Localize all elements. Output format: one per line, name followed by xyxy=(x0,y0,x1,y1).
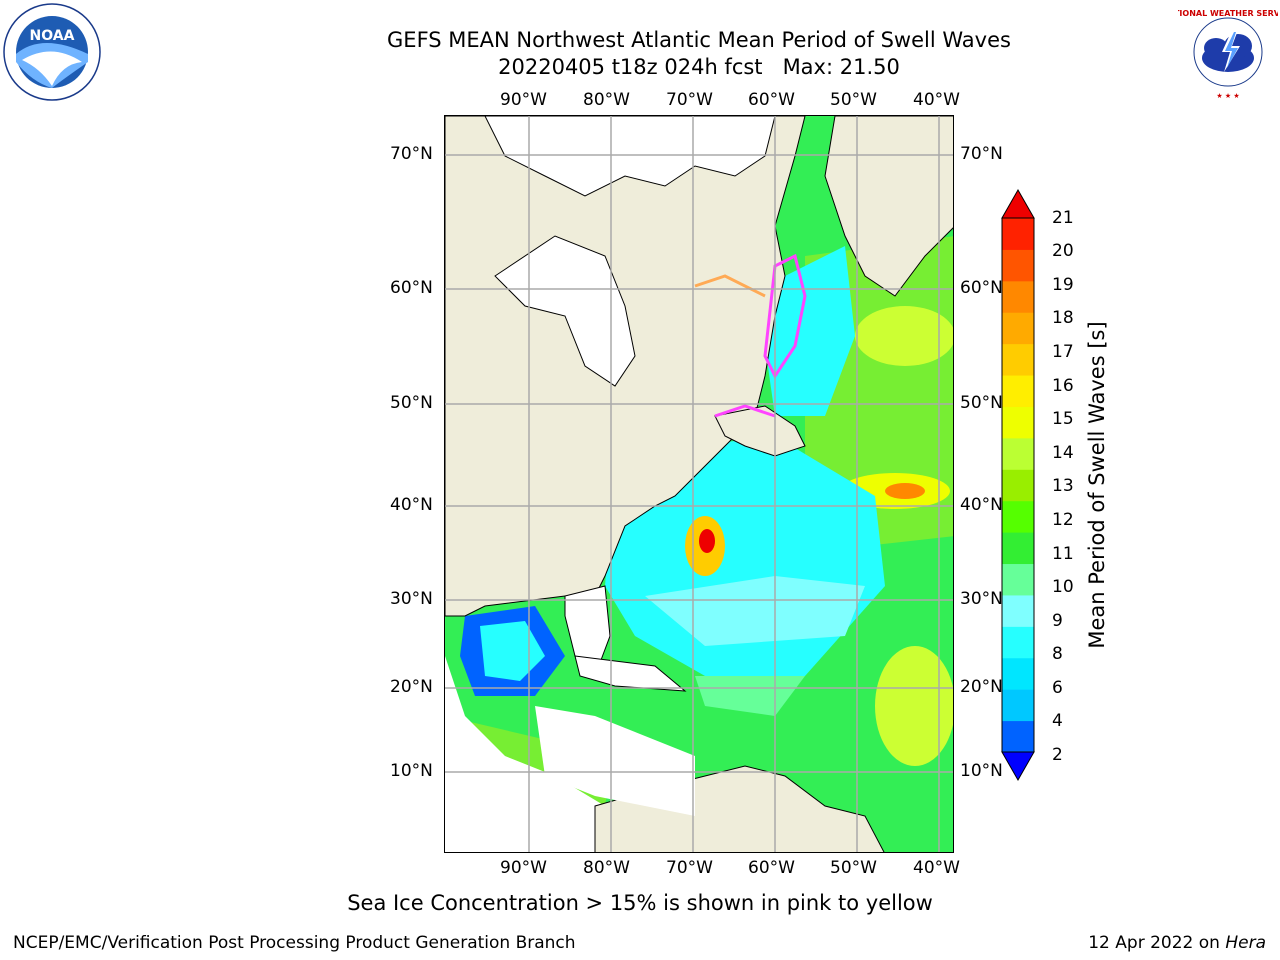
swell-field-central xyxy=(645,576,865,646)
colorbar-extend-max xyxy=(1001,188,1035,219)
colorbar-tick: 17 xyxy=(1052,342,1074,362)
lon-label-bottom: 80°W xyxy=(583,858,630,878)
colorbar-tick: 4 xyxy=(1052,711,1063,731)
colorbar-band xyxy=(1002,249,1034,282)
lon-label-bottom: 50°W xyxy=(830,858,877,878)
colorbar-tick: 10 xyxy=(1052,577,1074,597)
svg-text:★ ★ ★: ★ ★ ★ xyxy=(1216,92,1239,100)
footer-date: 12 Apr 2022 on Hera xyxy=(1088,933,1266,953)
colorbar-tick: 2 xyxy=(1052,745,1063,765)
sea-ice-edge xyxy=(763,253,807,379)
colorbar-tick: 18 xyxy=(1052,308,1074,328)
lon-label-bottom: 90°W xyxy=(500,858,547,878)
lon-label-top: 90°W xyxy=(500,90,547,110)
colorbar-band xyxy=(1002,689,1034,722)
lon-label-top: 50°W xyxy=(830,90,877,110)
colorbar-tick: 16 xyxy=(1052,376,1074,396)
colorbar-extend-min xyxy=(1001,751,1035,782)
colorbar-band xyxy=(1002,343,1034,376)
swell-patch xyxy=(699,529,715,553)
lat-label-left: 30°N xyxy=(390,589,433,609)
colorbar-band xyxy=(1002,563,1034,596)
colorbar-label: Mean Period of Swell Waves [s] xyxy=(1085,321,1109,648)
noaa-logo-text: NOAA xyxy=(30,28,75,44)
footer-credit: NCEP/EMC/Verification Post Processing Pr… xyxy=(13,933,576,953)
colorbar-tick: 11 xyxy=(1052,544,1074,564)
colorbar-band xyxy=(1002,375,1034,407)
lat-label-right: 70°N xyxy=(960,144,1003,164)
lat-label-left: 10°N xyxy=(390,761,433,781)
lat-label-left: 20°N xyxy=(390,677,433,697)
colorbar-tick: 15 xyxy=(1052,409,1074,429)
nws-logo-text: NATIONAL WEATHER SERVICE xyxy=(1178,9,1278,18)
footer-host: Hera xyxy=(1225,933,1266,953)
colorbar-band xyxy=(1002,532,1034,565)
graticule xyxy=(445,116,953,852)
colorbar-band xyxy=(1002,437,1034,470)
colorbar-tick: 19 xyxy=(1052,275,1074,295)
colorbar-tick: 13 xyxy=(1052,476,1074,496)
colorbar-band xyxy=(1002,657,1034,690)
colorbar-band xyxy=(1002,406,1034,439)
colorbar-tick: 12 xyxy=(1052,510,1074,530)
title-line2: 20220405 t18z 024h fcst Max: 21.50 xyxy=(498,55,900,79)
colorbar-tick: 14 xyxy=(1052,443,1074,463)
lon-label-bottom: 60°W xyxy=(748,858,795,878)
lat-label-left: 70°N xyxy=(390,144,433,164)
colorbar-tick: 21 xyxy=(1052,208,1074,228)
colorbar-band xyxy=(1002,469,1034,502)
colorbar-tick: 6 xyxy=(1052,678,1063,698)
lon-label-bottom: 70°W xyxy=(666,858,713,878)
lat-label-right: 60°N xyxy=(960,278,1003,298)
lat-label-left: 40°N xyxy=(390,495,433,515)
lat-label-right: 20°N xyxy=(960,677,1003,697)
title-line1: GEFS MEAN Northwest Atlantic Mean Period… xyxy=(387,28,1011,52)
colorbar-tick: 9 xyxy=(1052,611,1063,631)
land-central-america-lake xyxy=(445,656,615,852)
lat-label-right: 10°N xyxy=(960,761,1003,781)
lat-label-left: 50°N xyxy=(390,393,433,413)
noaa-logo: NOAA xyxy=(2,2,102,102)
land-newfoundland xyxy=(714,405,806,457)
lon-label-top: 80°W xyxy=(583,90,630,110)
colorbar-tick: 8 xyxy=(1052,644,1063,664)
sea-ice-note: Sea Ice Concentration > 15% is shown in … xyxy=(347,891,933,915)
footer-date-text: 12 Apr 2022 on xyxy=(1088,933,1220,953)
chart-title: GEFS MEAN Northwest Atlantic Mean Period… xyxy=(0,27,1280,53)
colorbar-frame xyxy=(1001,217,1035,753)
colorbar-band xyxy=(1002,500,1034,533)
hudson-bay-ice xyxy=(494,235,636,387)
lat-label-right: 30°N xyxy=(960,589,1003,609)
colorbar-band xyxy=(1002,720,1034,753)
sea-ice-edge xyxy=(714,404,776,418)
lon-label-top: 40°W xyxy=(913,90,960,110)
colorbar-band xyxy=(1002,312,1034,345)
colorbar xyxy=(1000,188,1036,782)
swell-patch xyxy=(855,306,953,366)
swell-field-central xyxy=(695,676,805,716)
nws-logo: ★ ★ ★ NATIONAL WEATHER SERVICE xyxy=(1162,2,1280,102)
colorbar-band xyxy=(1002,594,1034,627)
colorbar-band xyxy=(1002,218,1034,250)
colorbar-band xyxy=(1002,280,1034,313)
lon-label-bottom: 40°W xyxy=(913,858,960,878)
colorbar-svg xyxy=(1001,188,1035,782)
chart-subtitle: 20220405 t18z 024h fcst Max: 21.50 xyxy=(0,54,1280,80)
lat-label-left: 60°N xyxy=(390,278,433,298)
lon-label-top: 70°W xyxy=(666,90,713,110)
swell-period-map xyxy=(444,115,954,853)
caribbean-land xyxy=(535,706,695,816)
arctic-ice xyxy=(484,116,776,197)
lat-label-right: 50°N xyxy=(960,393,1003,413)
swell-patch xyxy=(885,483,925,499)
colorbar-label-text: Mean Period of Swell Waves [s] xyxy=(1085,321,1109,649)
swell-patch xyxy=(875,646,953,766)
colorbar-band xyxy=(1002,626,1034,659)
map-canvas xyxy=(445,116,953,852)
lon-label-top: 60°W xyxy=(748,90,795,110)
lat-label-right: 40°N xyxy=(960,495,1003,515)
colorbar-tick: 20 xyxy=(1052,241,1074,261)
